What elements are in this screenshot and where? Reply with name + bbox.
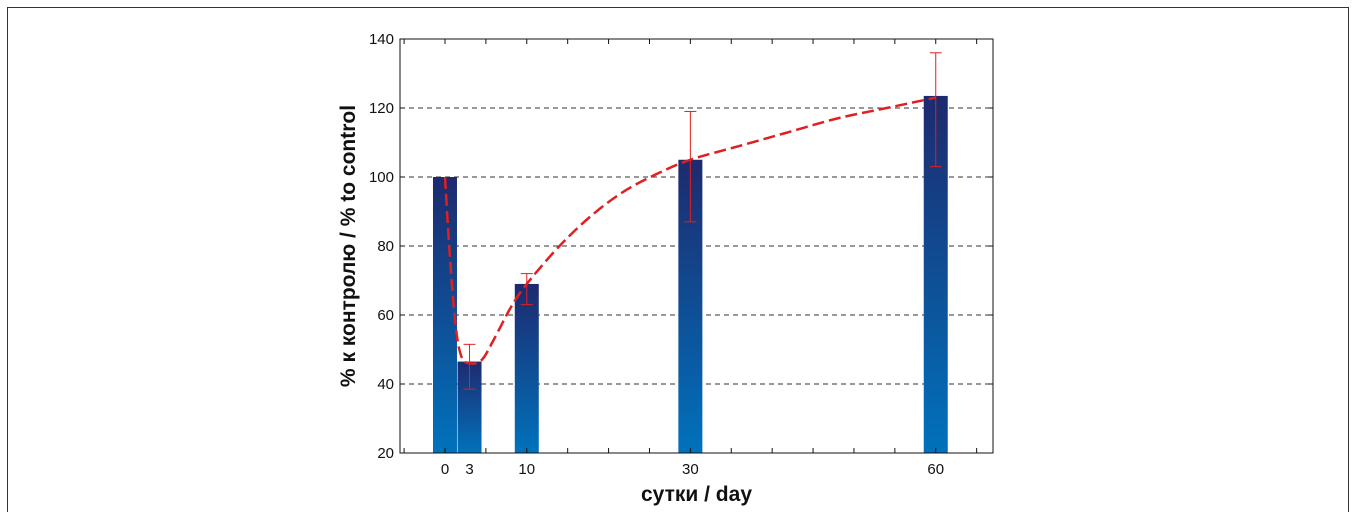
bar-day-10 [514,283,539,453]
y-tick-label: 20 [377,445,394,462]
x-tick-label: 3 [465,461,473,478]
y-tick-label: 60 [377,307,394,324]
trend-line [443,96,937,365]
axis-ticks: 20 40 60 80 100 120 140 0 3 10 30 60 [369,31,993,478]
error-bar-day-10 [520,273,533,306]
figure-frame [7,7,1349,512]
y-tick-label: 120 [369,100,394,117]
y-tick-label: 80 [377,238,394,255]
error-bars [463,52,942,390]
error-bar-day-30 [684,110,697,223]
x-tick-label: 60 [927,461,944,478]
bar-day-0 [432,177,457,453]
x-axis-title: сутки / day [641,483,752,506]
trend-curve [443,96,937,365]
y-tick-label: 140 [369,31,394,48]
y-axis-title: % к контролю / % to control [337,105,360,387]
y-tick-label: 100 [369,169,394,186]
x-tick-label: 30 [682,461,699,478]
error-bar-day-60 [929,52,942,168]
y-tick-label: 40 [377,376,394,393]
error-bar-day-3 [463,343,476,390]
x-tick-label: 0 [441,461,449,478]
x-tick-label: 10 [518,461,535,478]
